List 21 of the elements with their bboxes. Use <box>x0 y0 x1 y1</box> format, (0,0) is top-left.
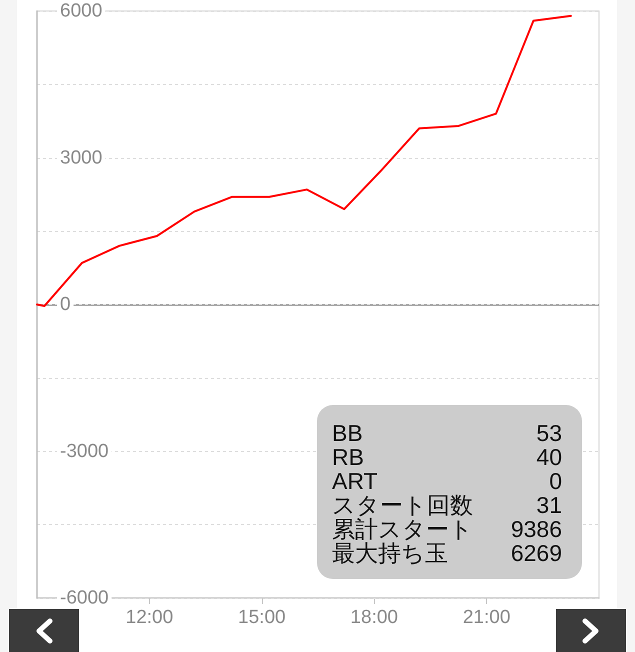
annotation: 40 <box>535 444 562 470</box>
x-tick-label: 12:00 <box>126 607 174 628</box>
y-tick-label: -3000 <box>60 440 109 462</box>
annotation: 0 <box>548 468 562 494</box>
y-tick-label: 6000 <box>60 0 102 22</box>
y-tick-label: 3000 <box>60 147 102 168</box>
y-tick-label: 0 <box>60 294 71 315</box>
x-tick-label: 18:00 <box>350 607 398 628</box>
annotation: BB <box>332 420 364 446</box>
x-tick-label: 21:00 <box>462 607 510 628</box>
annotation: ART <box>332 468 379 494</box>
y-tick-label: -6000 <box>60 588 109 608</box>
annotation: RB <box>332 444 365 470</box>
annotation: 53 <box>535 420 562 446</box>
annotation: 31 <box>535 492 562 518</box>
annotation: 最大持ち玉 <box>332 540 449 566</box>
annotation: 9386 <box>510 516 562 542</box>
annotation: 累計スタート <box>332 516 474 542</box>
annotation: 6269 <box>510 540 562 566</box>
x-tick-label: 15:00 <box>238 607 286 628</box>
annotation: スタート回数 <box>332 492 474 518</box>
